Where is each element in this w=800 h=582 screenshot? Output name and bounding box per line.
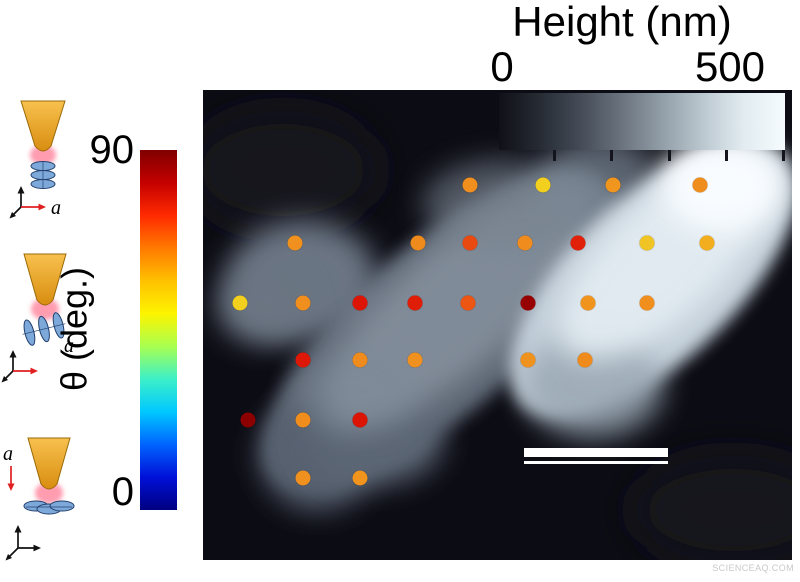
scale-bar-lower: [524, 461, 668, 464]
watermark: SCIENCEAQ.COM: [712, 563, 794, 573]
height-colorbar: [499, 93, 785, 161]
afm-tip-icon: [23, 253, 67, 306]
tip-schematic-flat: a: [0, 436, 88, 573]
scale-bar-upper: [524, 448, 668, 457]
afm-tip-icon: [20, 100, 66, 152]
crystal-right: [509, 137, 792, 437]
height-colorbar-ticks: [499, 150, 785, 162]
colorbar-tick: [610, 150, 614, 161]
a-axis-label: a: [3, 443, 13, 465]
theta-measurement-dot: [295, 352, 311, 368]
theta-measurement-dot: [605, 177, 621, 193]
colorbar-tick: [667, 150, 671, 161]
theta-measurement-dot: [460, 295, 476, 311]
theta-measurement-dot: [699, 235, 715, 251]
scale-bar: [524, 448, 668, 464]
theta-measurement-dot: [462, 235, 478, 251]
height-min-label: 0: [490, 43, 514, 90]
colorbar-tick: [553, 150, 557, 161]
theta-measurement-dot: [407, 295, 423, 311]
tip-schematic-tilted: a: [0, 252, 85, 402]
theta-measurement-dot: [535, 177, 551, 193]
theta-measurement-dot: [240, 412, 256, 428]
theta-measurement-dot: [352, 352, 368, 368]
theta-measurement-dot: [410, 235, 426, 251]
a-axis-arrow-icon: [21, 203, 46, 211]
a-axis-arrow-icon: [7, 466, 15, 491]
theta-measurement-dot: [407, 352, 423, 368]
theta-measurement-dot: [692, 177, 708, 193]
height-max-label: 500: [694, 43, 766, 90]
theta-measurement-dot: [639, 295, 655, 311]
molecule-stack-icon: [30, 161, 56, 189]
theta-measurement-dot: [520, 352, 536, 368]
axes-icon: [1, 350, 17, 383]
theta-measurement-dot: [639, 235, 655, 251]
theta-measurement-dot: [352, 412, 368, 428]
colorbar-tick: [782, 150, 785, 161]
background-shade: [203, 110, 378, 230]
theta-measurement-dot: [287, 235, 303, 251]
tip-schematic-standing: a: [6, 100, 81, 230]
molecule-stack-icon: [22, 312, 66, 346]
theta-measurement-dot: [462, 177, 478, 193]
tip-contact-glow-icon: [30, 145, 56, 165]
axes-icon: [9, 186, 25, 219]
theta-axis-title: θ (deg.): [53, 266, 95, 392]
tip-contact-glow-icon: [35, 482, 63, 504]
height-colorbar-gradient: [499, 93, 785, 150]
theta-measurement-dot: [232, 295, 248, 311]
theta-measurement-dot: [577, 352, 593, 368]
afm-image-panel: [203, 90, 792, 560]
theta-measurement-dot: [352, 470, 368, 486]
theta-max-label: 90: [89, 128, 135, 172]
colorbar-tick: [724, 150, 728, 161]
height-colorbar-title: Height (nm): [512, 0, 732, 45]
a-axis-arrow-icon: [13, 367, 38, 375]
theta-measurement-dot: [295, 412, 311, 428]
tip-contact-glow-icon: [31, 298, 59, 320]
theta-dots-layer: [203, 90, 792, 560]
theta-measurement-dot: [517, 235, 533, 251]
theta-measurement-dot: [352, 295, 368, 311]
theta-measurement-dot: [580, 295, 596, 311]
theta-measurement-dot: [570, 235, 586, 251]
afm-topography-image: [203, 90, 792, 560]
a-axis-label: a: [51, 197, 61, 219]
theta-colorbar-gradient: [140, 150, 177, 510]
background-shade: [633, 455, 792, 560]
axes-icon: [5, 525, 41, 561]
afm-tip-icon: [27, 437, 71, 490]
theta-min-label: 0: [111, 470, 134, 514]
theta-measurement-dot: [520, 295, 536, 311]
a-axis-label: a: [64, 335, 74, 357]
theta-measurement-dot: [295, 470, 311, 486]
molecule-stack-icon: [23, 500, 75, 515]
theta-measurement-dot: [295, 295, 311, 311]
